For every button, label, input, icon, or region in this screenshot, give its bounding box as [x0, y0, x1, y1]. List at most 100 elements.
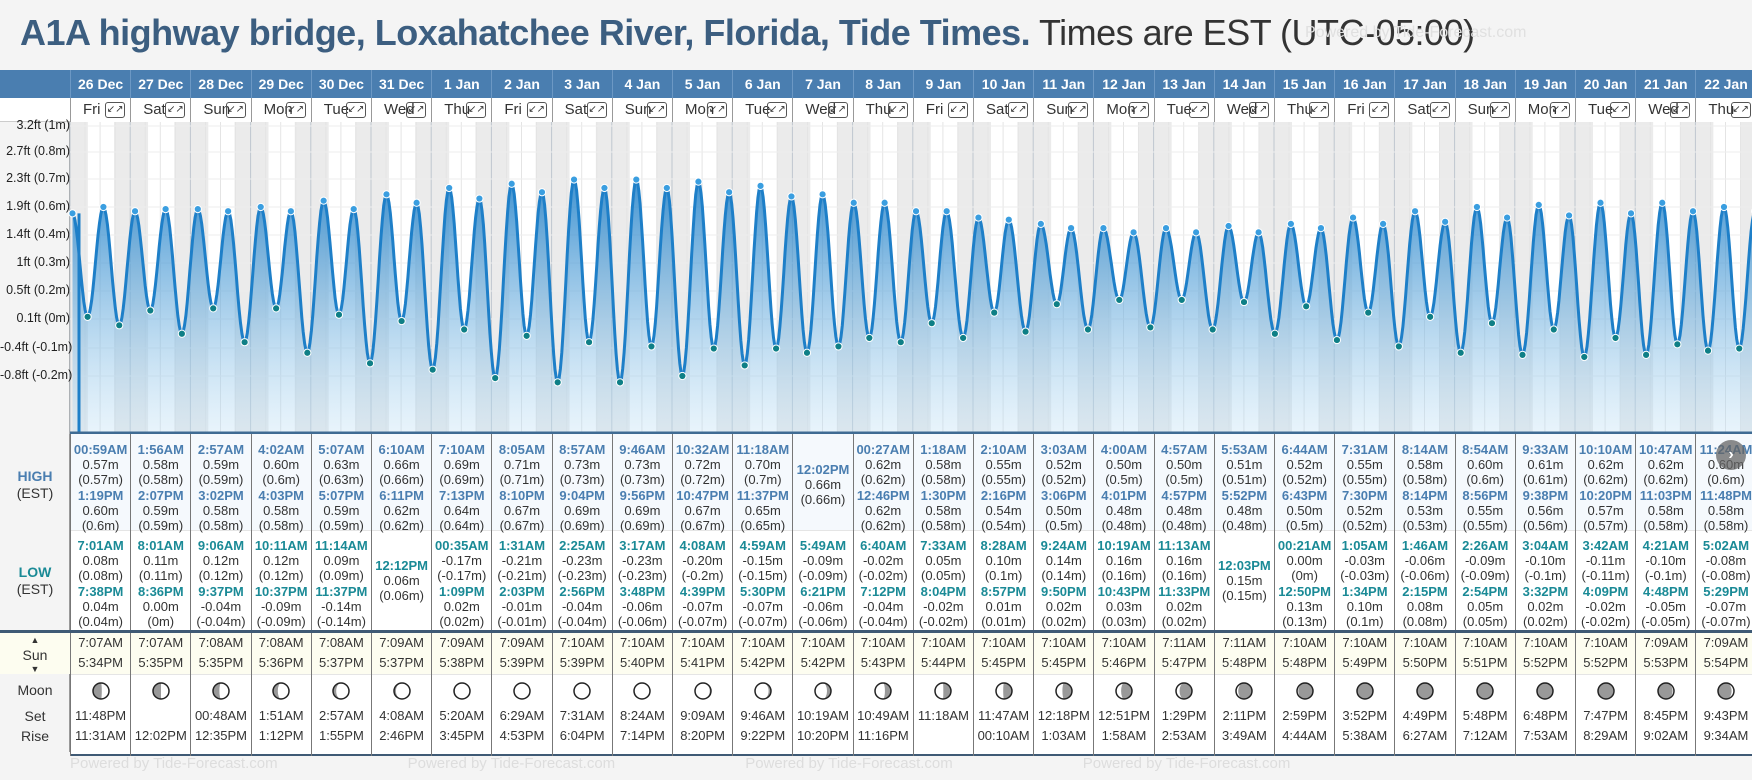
low-tide-entry: 7:12PM -0.04m (-0.04m): [854, 584, 913, 629]
expand-icon[interactable]: ↙↗: [526, 102, 547, 118]
high-tide-point: [1254, 228, 1263, 237]
tide-time: 3:32PM: [1522, 584, 1569, 599]
next-page-button[interactable]: ›: [1716, 440, 1746, 470]
tide-height-alt: (-0.04m): [858, 614, 908, 629]
tide-height-alt: (0.55m): [981, 472, 1026, 487]
expand-icon[interactable]: ↙↗: [1549, 102, 1570, 118]
tide-time: 7:31AM: [1341, 442, 1388, 457]
tide-time: 00:35AM: [435, 538, 489, 553]
high-tide-point: [1441, 217, 1450, 226]
low-tide-point: [522, 331, 531, 340]
expand-icon[interactable]: ↙↗: [1068, 102, 1089, 118]
low-tide-entry: 11:13AM 0.16m (0.16m): [1155, 538, 1214, 583]
day-of-week: Sat: [986, 101, 1009, 118]
day-header: Tue ↙↗: [1153, 98, 1214, 122]
sun-row-bg: [0, 630, 1752, 674]
high-tide-point: [787, 192, 796, 201]
low-tide-entry: 1:34PM 0.10m (0.1m): [1335, 584, 1394, 629]
low-tide-entry: 4:09PM -0.02m (-0.02m): [1576, 584, 1635, 629]
expand-icon[interactable]: ↙↗: [1008, 102, 1029, 118]
expand-icon[interactable]: ↙↗: [285, 102, 306, 118]
expand-icon[interactable]: ↙↗: [1369, 102, 1390, 118]
expand-icon[interactable]: ↙↗: [827, 102, 848, 118]
tide-height-alt: (0.62m): [1643, 472, 1689, 487]
low-tide-point: [397, 316, 406, 326]
moonrise-time: 6:04PM: [559, 728, 605, 743]
expand-icon[interactable]: ↙↗: [947, 102, 968, 118]
tide-height: 0.10m: [1346, 599, 1383, 614]
low-tide-cell: 7:33AM 0.05m (0.05m) 8:04PM -0.02m (-0.02m): [912, 530, 973, 630]
sunset-time: 5:41PM: [680, 655, 725, 670]
day-header: Sun ↙↗: [1033, 98, 1094, 122]
moonset-time: 2:57AM: [318, 708, 364, 723]
moon-phase-icon: [1215, 674, 1274, 706]
low-tide-cell: 6:40AM -0.02m (-0.02m) 7:12PM -0.04m (-0.04m): [852, 530, 913, 630]
expand-icon[interactable]: ↙↗: [1248, 102, 1269, 118]
tide-time: 11:33PM: [1158, 584, 1211, 599]
tide-time: 11:03PM: [1639, 488, 1692, 503]
tide-time: 4:59AM: [739, 538, 786, 553]
high-tide-point: [1004, 215, 1013, 224]
expand-icon[interactable]: ↙↗: [1188, 102, 1209, 118]
expand-icon[interactable]: ↙↗: [1610, 102, 1631, 118]
tide-height: 0.04m: [82, 599, 119, 614]
low-tide-cell: 8:28AM 0.10m (0.1m) 8:57PM 0.01m (0.01m): [973, 530, 1033, 630]
tide-height: 0.62m: [865, 503, 902, 518]
expand-icon[interactable]: ↙↗: [406, 102, 427, 118]
low-tide-entry: 4:48PM -0.05m (-0.05m): [1636, 584, 1695, 629]
tide-height-alt: (0.62m): [860, 518, 906, 533]
tide-time: 5:49AM: [799, 538, 847, 553]
expand-icon[interactable]: ↙↗: [1670, 102, 1691, 118]
tide-time: 9:56PM: [619, 488, 666, 503]
tide-time: 00:59AM: [73, 442, 128, 457]
expand-icon[interactable]: ↙↗: [1730, 102, 1751, 118]
tide-time: 4:57PM: [1161, 488, 1207, 503]
tide-height: -0.11m: [1585, 553, 1626, 568]
expand-icon[interactable]: ↙↗: [466, 102, 487, 118]
low-tide-point: [1332, 335, 1342, 345]
expand-icon[interactable]: ↙↗: [646, 102, 667, 118]
moonrise-time: 9:22PM: [740, 728, 786, 743]
expand-icon[interactable]: ↙↗: [345, 102, 366, 118]
tide-height: 0.58m: [263, 503, 300, 518]
tide-height-alt: (0.48m): [1161, 518, 1207, 533]
expand-icon[interactable]: ↙↗: [767, 102, 788, 118]
moon-phase-icon: [673, 674, 732, 706]
expand-icon[interactable]: ↙↗: [225, 102, 246, 118]
moon-cell: 8:45PM 9:02AM: [1635, 674, 1695, 756]
sunrise-time: 7:10AM: [740, 635, 786, 650]
tide-height: 0.67m: [503, 503, 541, 518]
expand-icon[interactable]: ↙↗: [1309, 102, 1330, 118]
moon-cell: 4:49PM 6:27AM: [1394, 674, 1454, 756]
tide-height: 0.51m: [1226, 457, 1263, 472]
expand-icon[interactable]: ↙↗: [707, 102, 728, 118]
high-tide-entry: 8:54AM 0.60m (0.6m): [1456, 442, 1515, 487]
expand-icon[interactable]: ↙↗: [165, 102, 186, 118]
tide-height-alt: (0.67m): [680, 518, 725, 533]
expand-icon[interactable]: ↙↗: [586, 102, 607, 118]
tide-height-alt: (0.53m): [1402, 518, 1448, 533]
expand-icon[interactable]: ↙↗: [105, 102, 126, 118]
low-tide-point: [1549, 325, 1558, 334]
moon-phase-graphic: [212, 682, 230, 700]
low-tide-entry: 5:29PM -0.07m (-0.07m): [1696, 584, 1752, 629]
high-tide-point: [1316, 224, 1326, 233]
expand-icon[interactable]: ↙↗: [1489, 102, 1510, 118]
expand-icon[interactable]: ↙↗: [1429, 102, 1450, 118]
moonrise-time: 3:49AM: [1221, 728, 1267, 743]
low-tide-point: [209, 304, 218, 313]
tide-height: 0.14m: [1045, 553, 1082, 568]
expand-icon[interactable]: ↙↗: [887, 102, 908, 118]
moon-phase-icon: [1696, 674, 1752, 706]
tide-time: 7:10AM: [438, 442, 485, 457]
tide-time: 9:37PM: [198, 584, 244, 599]
expand-icon[interactable]: ↙↗: [1128, 102, 1149, 118]
low-tide-entry: 2:03PM -0.01m (-0.01m): [492, 584, 551, 629]
sun-cell: 7:10AM 5:45PM: [1033, 633, 1093, 674]
low-tide-point: [584, 338, 594, 347]
tide-height: 0.73m: [564, 457, 601, 472]
low-tide-entry: 3:42AM -0.11m (-0.11m): [1576, 538, 1635, 583]
moon-phase-icon: [1094, 674, 1153, 706]
tide-height: 0.69m: [443, 457, 480, 472]
tide-height: -0.14m: [321, 599, 362, 614]
